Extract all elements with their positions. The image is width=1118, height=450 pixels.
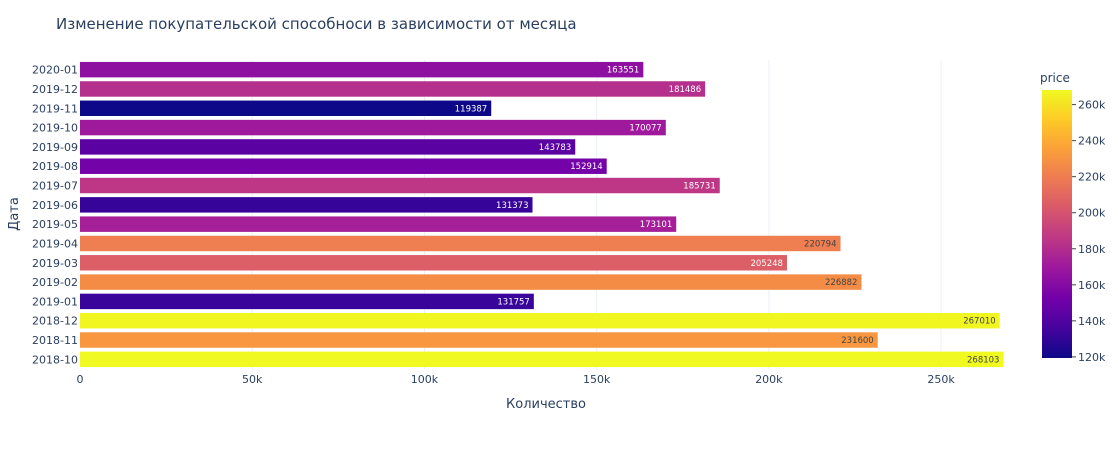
bar <box>80 332 878 348</box>
y-tick-label: 2019-02 <box>32 276 78 289</box>
x-tick-label: 200k <box>755 373 783 386</box>
colorbar-tick-label: 120k <box>1078 351 1106 364</box>
bar-value-label: 152914 <box>570 162 602 172</box>
x-tick-label: 0 <box>77 373 84 386</box>
bar <box>80 351 1004 368</box>
bars: 163551 181486 119387 170077 143783 152914 1857… <box>80 61 1004 368</box>
y-tick-label: 2019-12 <box>32 83 78 96</box>
bar <box>80 158 607 174</box>
y-tick-label: 2018-10 <box>32 353 78 366</box>
colorbar-tick-label: 180k <box>1078 243 1106 256</box>
colorbar-title: price <box>1040 71 1070 85</box>
bar-value-label: 185731 <box>683 182 715 192</box>
y-tick-label: 2019-11 <box>32 102 78 115</box>
bar-value-label: 220794 <box>804 239 836 249</box>
y-tick-label: 2019-10 <box>32 122 78 135</box>
bar <box>80 312 1000 329</box>
bar <box>80 177 720 194</box>
bar-value-label: 268103 <box>967 355 999 365</box>
bar-value-label: 205248 <box>751 259 783 269</box>
y-axis-title: Дата <box>7 197 22 231</box>
bar <box>80 235 841 252</box>
bar <box>80 255 787 271</box>
bar-value-label: 131373 <box>496 201 528 211</box>
bar-value-label: 231600 <box>841 336 873 346</box>
colorbar-tick-label: 140k <box>1078 315 1106 328</box>
bar <box>80 119 666 136</box>
bar <box>80 216 677 232</box>
y-tick-label: 2018-11 <box>32 334 78 347</box>
bar-value-label: 119387 <box>455 104 487 114</box>
bar <box>80 100 492 117</box>
colorbar-tick-label: 160k <box>1078 279 1106 292</box>
colorbar-tick-label: 220k <box>1078 171 1106 184</box>
colorbar-tick-label: 240k <box>1078 135 1106 148</box>
bar <box>80 293 534 310</box>
y-tick-label: 2019-05 <box>32 218 78 231</box>
colorbar-tick-label: 260k <box>1078 99 1106 112</box>
bar <box>80 274 862 290</box>
x-tick-labels: 0 50k 100k 150k 200k 250k <box>77 373 956 386</box>
y-tick-label: 2019-04 <box>32 237 78 250</box>
bar-value-label: 163551 <box>607 66 639 76</box>
x-tick-label: 250k <box>927 373 955 386</box>
y-tick-label: 2019-09 <box>32 141 78 154</box>
colorbar-tick-label: 200k <box>1078 207 1106 220</box>
y-tick-labels: 2020-01 2019-12 2019-11 2019-10 2019-09 2019-… <box>32 64 78 367</box>
x-tick-label: 100k <box>411 373 439 386</box>
bar-value-label: 170077 <box>629 124 661 134</box>
y-tick-label: 2019-07 <box>32 180 78 193</box>
bar-value-label: 173101 <box>640 220 672 230</box>
x-axis-title: Количество <box>506 397 586 412</box>
colorbar-gradient <box>1042 90 1072 358</box>
bar-value-label: 181486 <box>669 85 701 95</box>
bar-value-label: 131757 <box>497 297 529 307</box>
bar-value-label: 143783 <box>539 143 571 153</box>
colorbar: price 120k 140k 160k 180k 200k 220k 240k 260k <box>1040 71 1106 364</box>
y-tick-label: 2020-01 <box>32 64 78 77</box>
bar <box>80 81 706 97</box>
x-tick-label: 50k <box>242 373 263 386</box>
bar-value-label: 226882 <box>825 278 857 288</box>
bar <box>80 139 576 155</box>
y-tick-label: 2019-08 <box>32 160 78 173</box>
y-tick-label: 2019-01 <box>32 295 78 308</box>
bar <box>80 197 533 213</box>
y-tick-label: 2019-03 <box>32 257 78 270</box>
bar <box>80 61 644 78</box>
x-tick-label: 150k <box>583 373 611 386</box>
chart-title: Изменение покупательской способноси в за… <box>56 15 577 33</box>
y-tick-label: 2019-06 <box>32 199 78 212</box>
bar-value-label: 267010 <box>963 317 995 327</box>
y-tick-label: 2018-12 <box>32 315 78 328</box>
